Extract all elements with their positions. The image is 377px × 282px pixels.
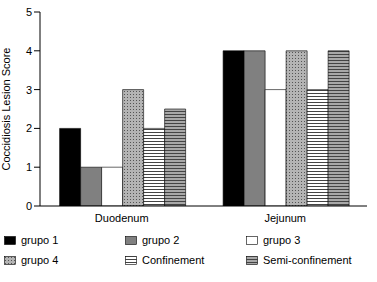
svg-text:2: 2 [26, 122, 32, 134]
html-text:grupo 2: grupo 2 [142, 234, 180, 246]
svg-text:4: 4 [26, 45, 32, 57]
svg-text:Jejunum: Jejunum [264, 212, 306, 224]
svg-text:Duodenum: Duodenum [95, 212, 149, 224]
svg-text:3: 3 [26, 84, 32, 96]
svg-text:0: 0 [26, 200, 32, 212]
html-text:Confinement: Confinement [142, 254, 205, 266]
svg-text:1: 1 [26, 161, 32, 173]
html-text:grupo 3: grupo 3 [263, 234, 301, 246]
svg-text:Coccidiosis Lesion Score: Coccidiosis Lesion Score [8, 48, 12, 171]
html-text:Semi-confinement: Semi-confinement [263, 254, 352, 266]
html-text:grupo 4: grupo 4 [21, 254, 59, 266]
svg-text:5: 5 [26, 6, 32, 18]
html-text:grupo 1: grupo 1 [21, 234, 59, 246]
